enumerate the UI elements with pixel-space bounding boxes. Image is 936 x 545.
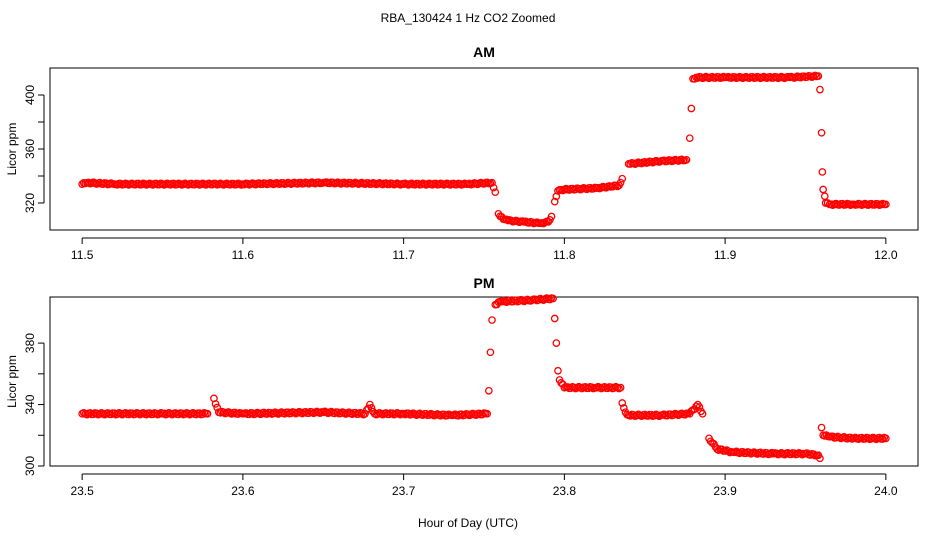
data-point	[483, 409, 492, 418]
panel-am: AM 11.5 11.6 11.7 11.8 11.9 12.0 320 360 400 Licor…	[5, 44, 919, 262]
data-point	[692, 402, 701, 411]
data-point	[695, 403, 704, 411]
y-tick-label: 380	[23, 333, 37, 353]
data-point	[549, 294, 557, 303]
data-point	[488, 178, 496, 187]
data-point	[213, 403, 222, 412]
data-point	[814, 72, 823, 80]
data-point	[616, 178, 625, 187]
x-tick-label: 11.9	[714, 248, 737, 262]
data-point	[687, 104, 696, 113]
data-point	[367, 404, 376, 412]
data-point	[361, 409, 369, 418]
x-tick-label: 23.5	[70, 484, 94, 498]
data-points	[78, 294, 890, 463]
y-tick-label: 300	[23, 456, 37, 476]
data-point	[816, 454, 824, 463]
data-point	[552, 339, 561, 347]
x-tick-label: 23.8	[553, 484, 577, 498]
plot-frame	[49, 296, 919, 467]
x-tick-label: 12.0	[874, 248, 898, 262]
y-tick-label: 340	[23, 394, 37, 414]
x-tick-label: 11.7	[392, 248, 415, 262]
x-axis-label: Hour of Day (UTC)	[418, 516, 518, 530]
main-title: RBA_130424 1 Hz CO2 Zoomed	[381, 11, 556, 25]
y-tick-label: 400	[23, 85, 37, 105]
data-points	[78, 71, 890, 228]
data-point	[816, 85, 824, 94]
data-point	[820, 192, 829, 201]
data-point	[483, 178, 492, 187]
data-point	[198, 410, 207, 419]
x-axis: 11.5 11.6 11.7 11.8 11.9 12.0	[71, 237, 898, 262]
panel-title: PM	[474, 275, 495, 291]
data-point	[488, 316, 496, 324]
data-point	[882, 434, 890, 443]
data-point	[619, 404, 628, 412]
data-point	[682, 155, 691, 164]
data-point	[554, 366, 562, 375]
x-axis: 23.5 23.6 23.7 23.8 23.9 24.0	[70, 473, 898, 498]
data-point	[547, 212, 556, 221]
data-point	[616, 383, 625, 392]
panel-pm: PM 23.5 23.6 23.7 23.8 23.9 24.0 300 340 380 Licor…	[5, 275, 919, 498]
data-point	[491, 188, 500, 197]
data-point	[550, 314, 559, 323]
x-tick-label: 23.6	[231, 484, 255, 498]
data-point	[817, 423, 826, 432]
plot-frame	[49, 67, 919, 231]
data-point	[486, 348, 495, 357]
x-tick-label: 11.8	[553, 248, 576, 262]
x-tick-label: 11.5	[71, 248, 94, 262]
panel-title: AM	[473, 44, 495, 60]
data-point	[544, 218, 553, 226]
y-axis: 320 360 400	[23, 85, 45, 213]
data-point	[878, 435, 887, 443]
x-tick-label: 23.9	[713, 484, 737, 498]
data-point	[484, 386, 493, 395]
data-point	[550, 197, 559, 206]
data-point	[489, 183, 498, 192]
data-point	[203, 409, 212, 418]
y-axis: 300 340 380	[23, 333, 45, 476]
x-tick-label: 23.7	[392, 484, 416, 498]
data-point	[685, 134, 694, 143]
data-point	[211, 400, 220, 408]
x-tick-label: 24.0	[874, 484, 898, 498]
data-point	[502, 215, 511, 224]
y-axis-label: Licor ppm	[5, 123, 19, 176]
y-tick-label: 320	[23, 193, 37, 213]
data-point	[882, 200, 890, 209]
data-point	[817, 128, 826, 137]
data-point	[819, 185, 828, 194]
data-point	[618, 399, 627, 407]
x-tick-label: 11.6	[232, 248, 255, 262]
data-point	[818, 168, 827, 176]
data-point	[546, 295, 554, 304]
y-axis-label: Licor ppm	[5, 355, 19, 408]
data-point	[618, 174, 627, 183]
data-point	[698, 409, 707, 418]
y-tick-label: 360	[23, 139, 37, 159]
